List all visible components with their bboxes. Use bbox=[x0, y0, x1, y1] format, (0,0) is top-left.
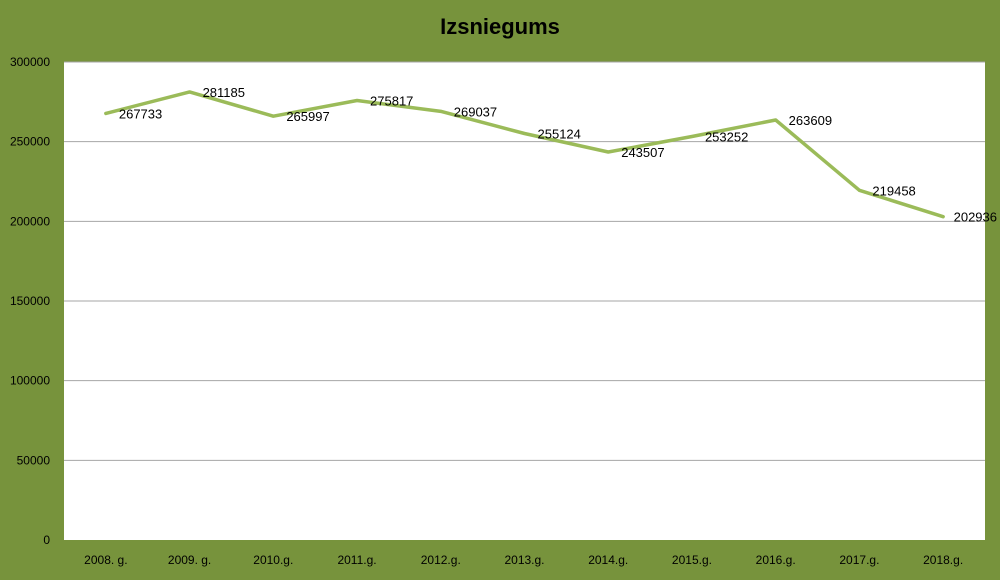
data-label: 253252 bbox=[705, 129, 748, 144]
y-tick-label: 100000 bbox=[10, 374, 50, 388]
x-tick-label: 2018.g. bbox=[923, 553, 963, 567]
y-tick-label: 50000 bbox=[17, 453, 51, 467]
data-point bbox=[941, 215, 945, 219]
x-tick-label: 2016.g. bbox=[756, 553, 796, 567]
x-axis-ticks: 2008. g. 2009. g. 2010.g. 2011.g. 2012.g. 201… bbox=[84, 553, 963, 567]
data-label: 263609 bbox=[789, 113, 832, 128]
y-tick-label: 200000 bbox=[10, 214, 50, 228]
data-label: 243507 bbox=[621, 145, 664, 160]
data-labels: 267733 281185 265997 275817 269037 255124 2435… bbox=[119, 85, 997, 225]
y-axis-ticks: 0 50000 100000 150000 200000 250000 300000 bbox=[10, 55, 50, 547]
data-label: 269037 bbox=[454, 104, 497, 119]
data-point bbox=[271, 114, 275, 118]
y-tick-label: 300000 bbox=[10, 55, 50, 69]
data-point bbox=[857, 188, 861, 192]
x-tick-label: 2015.g. bbox=[672, 553, 712, 567]
gridlines bbox=[64, 61, 985, 461]
data-label: 265997 bbox=[286, 109, 329, 124]
data-label: 255124 bbox=[538, 127, 581, 142]
data-point bbox=[188, 90, 192, 94]
data-point bbox=[355, 99, 359, 103]
y-tick-label: 150000 bbox=[10, 294, 50, 308]
data-point bbox=[439, 109, 443, 113]
data-point bbox=[523, 132, 526, 136]
x-tick-label: 2013.g. bbox=[504, 553, 544, 567]
data-label: 267733 bbox=[119, 106, 162, 121]
data-label: 219458 bbox=[872, 183, 915, 198]
x-tick-label: 2010.g. bbox=[253, 553, 293, 567]
x-tick-label: 2009. g. bbox=[168, 553, 211, 567]
x-tick-label: 2014.g. bbox=[588, 553, 628, 567]
x-tick-label: 2008. g. bbox=[84, 553, 127, 567]
x-tick-label: 2017.g. bbox=[839, 553, 879, 567]
x-tick-label: 2011.g. bbox=[337, 553, 376, 567]
data-point bbox=[606, 150, 610, 154]
x-tick-label: 2012.g. bbox=[421, 553, 461, 567]
data-label: 275817 bbox=[370, 94, 413, 109]
series-lines bbox=[104, 90, 945, 219]
y-tick-label: 0 bbox=[43, 533, 50, 547]
data-label: 281185 bbox=[203, 85, 245, 100]
data-point bbox=[104, 111, 108, 115]
y-tick-label: 250000 bbox=[10, 135, 50, 149]
data-point bbox=[774, 118, 778, 122]
chart-title: Izsniegums bbox=[440, 14, 560, 39]
data-label: 202936 bbox=[954, 210, 997, 225]
data-point bbox=[690, 134, 694, 138]
